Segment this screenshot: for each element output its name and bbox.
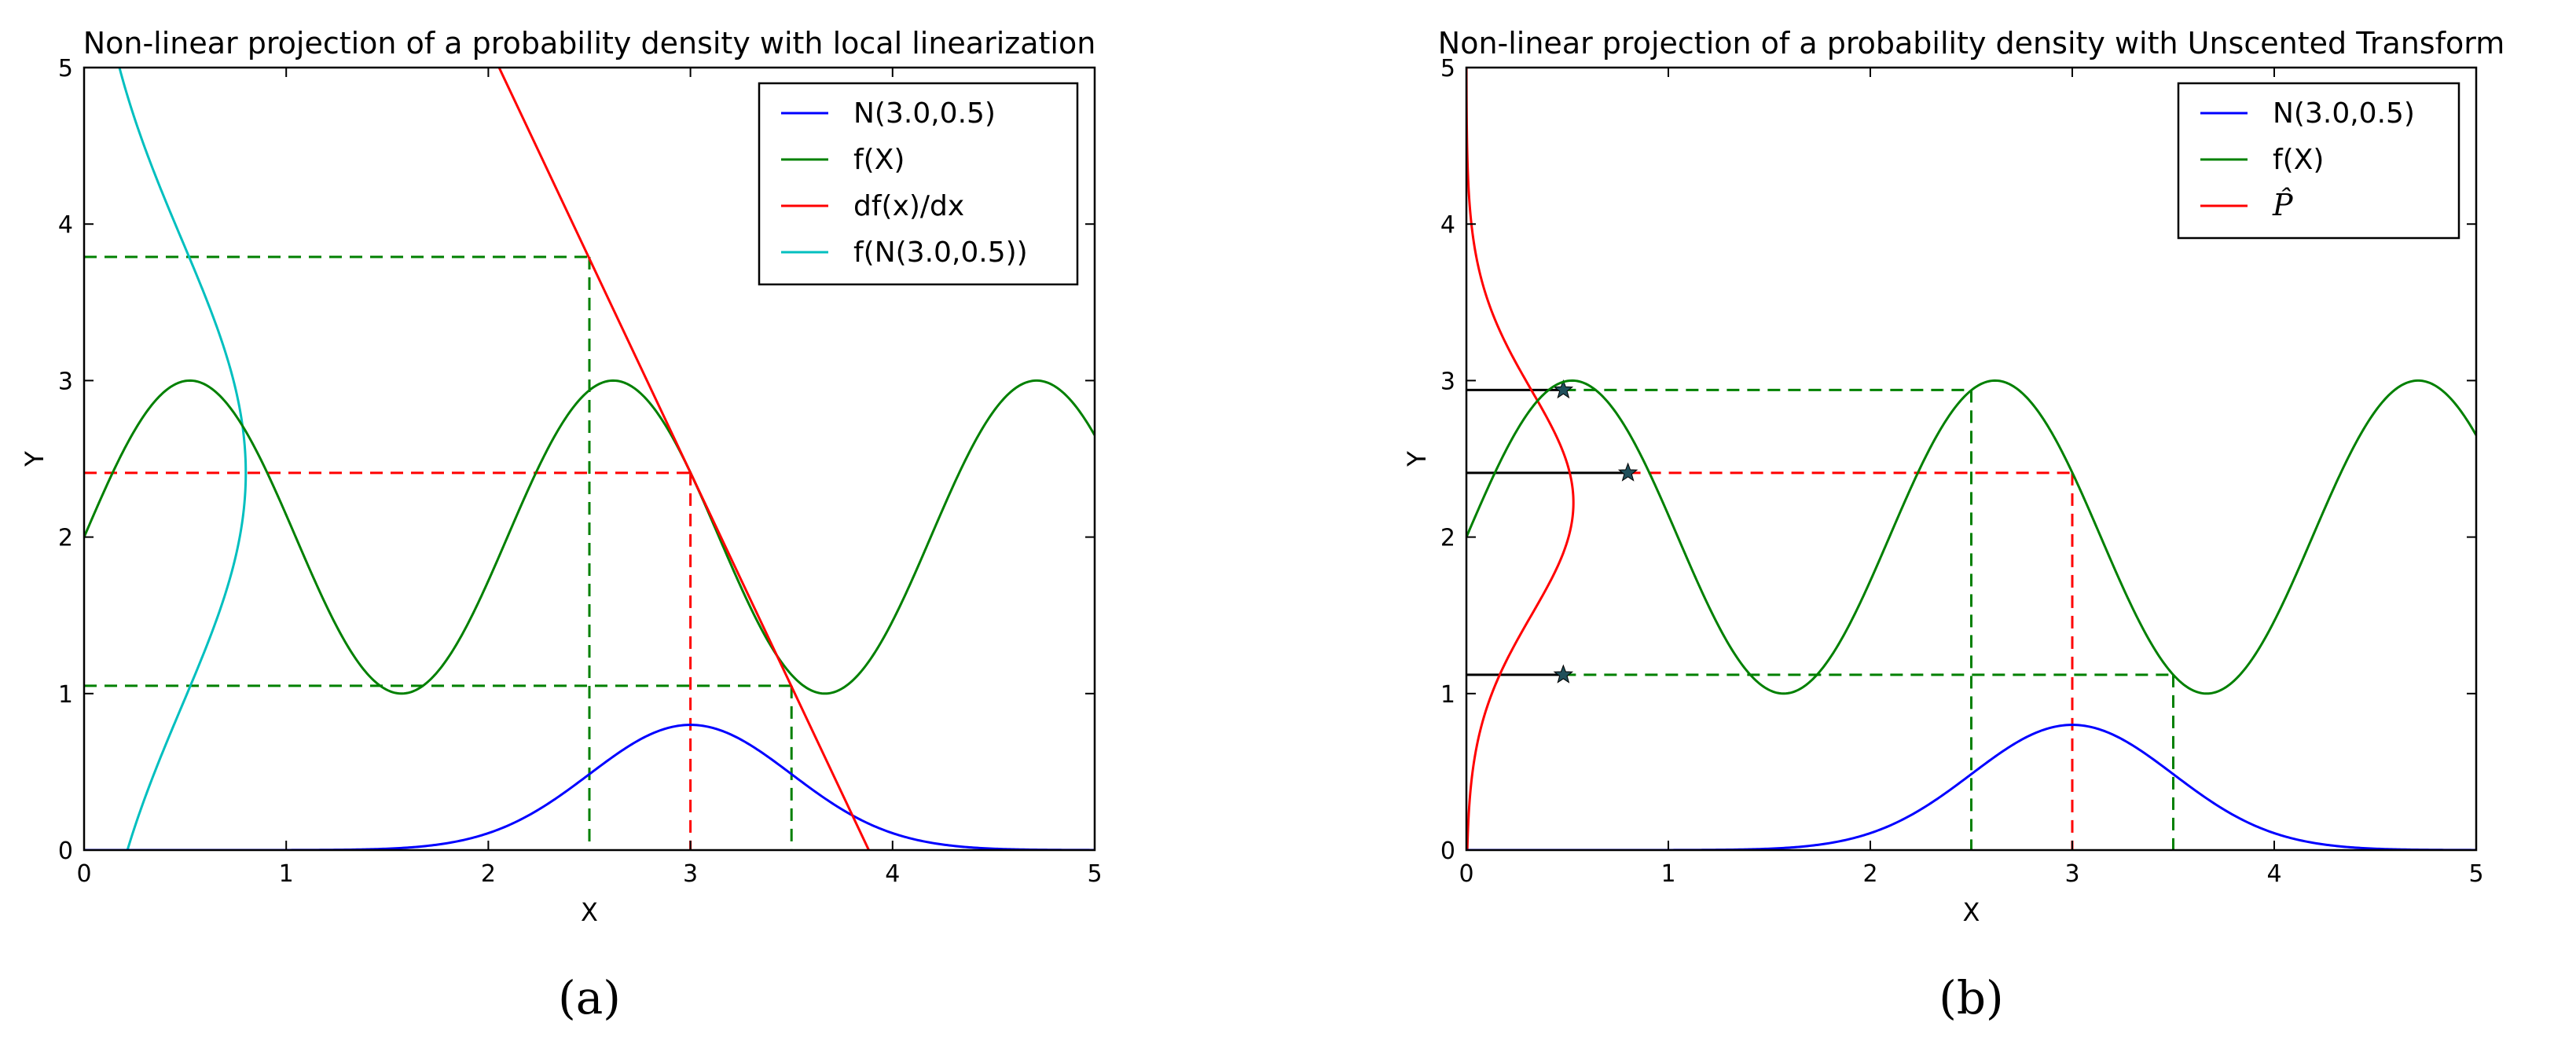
chart-title-b: Non-linear projection of a probability d… bbox=[1438, 26, 2504, 60]
figure-caption-b: (b) bbox=[1939, 971, 2003, 1025]
x-tick-label: 4 bbox=[2266, 860, 2281, 888]
y-tick-label: 3 bbox=[58, 368, 73, 395]
legend-label: N(3.0,0.5) bbox=[853, 97, 996, 130]
x-tick-label: 3 bbox=[683, 860, 698, 888]
x-tick-label: 0 bbox=[1459, 860, 1473, 888]
legend-label: f(X) bbox=[853, 144, 905, 176]
plot-area-a bbox=[84, 68, 1095, 850]
x-tick-label: 2 bbox=[481, 860, 496, 888]
y-tick-label: 4 bbox=[58, 211, 73, 239]
legend-a: N(3.0,0.5) f(X) df(x)/dx f(N(3.0,0.5)) bbox=[758, 82, 1079, 286]
x-axis-label-b: X bbox=[1963, 897, 1980, 927]
y-tick-label: 3 bbox=[1440, 368, 1455, 395]
x-tick-label: 4 bbox=[885, 860, 900, 888]
x-tick-label: 3 bbox=[2064, 860, 2079, 888]
legend-label: df(x)/dx bbox=[853, 190, 964, 222]
y-tick-label: 5 bbox=[58, 55, 73, 82]
legend-b: N(3.0,0.5) f(X) P̂ bbox=[2177, 82, 2460, 240]
chart-title-a: Non-linear projection of a probability d… bbox=[83, 26, 1096, 60]
y-tick-label: 5 bbox=[1440, 55, 1455, 82]
y-axis-label-a: Y bbox=[20, 451, 50, 467]
axes-frame-b bbox=[1465, 66, 2478, 852]
x-tick-label: 1 bbox=[1660, 860, 1675, 888]
series-red-tangent bbox=[497, 68, 871, 850]
x-tick-label: 5 bbox=[1087, 860, 1102, 888]
y-tick-label: 2 bbox=[1440, 525, 1455, 552]
legend-label: P̂ bbox=[2272, 188, 2294, 222]
axes-frame-a bbox=[83, 66, 1096, 852]
y-tick-label: 1 bbox=[58, 681, 73, 709]
x-tick-label: 2 bbox=[1862, 860, 1877, 888]
y-tick-label: 0 bbox=[58, 838, 73, 865]
x-tick-label: 0 bbox=[76, 860, 91, 888]
y-axis-label-b: Y bbox=[1402, 451, 1432, 467]
x-axis-label-a: X bbox=[581, 897, 598, 927]
legend-box bbox=[758, 82, 1079, 286]
x-tick-label: 1 bbox=[279, 860, 294, 888]
y-tick-label: 0 bbox=[1440, 838, 1455, 865]
figure-caption-a: (a) bbox=[558, 971, 621, 1025]
panel-b: Non-linear projection of a probability d… bbox=[1402, 26, 2504, 1025]
sigma-point-marker-3 bbox=[1553, 664, 1574, 684]
legend-label: N(3.0,0.5) bbox=[2273, 97, 2415, 130]
y-tick-label: 2 bbox=[58, 525, 73, 552]
y-tick-label: 1 bbox=[1440, 681, 1455, 709]
y-tick-label: 4 bbox=[1440, 211, 1455, 239]
series-green-fx bbox=[84, 379, 1095, 695]
legend-box bbox=[2177, 82, 2460, 240]
panel-a: Non-linear projection of a probability d… bbox=[20, 26, 1103, 1025]
series-cyan-projected-density bbox=[118, 68, 248, 850]
sigma-point-marker-1 bbox=[1553, 379, 1574, 399]
legend-label: f(X) bbox=[2273, 144, 2324, 176]
sigma-point-marker-2 bbox=[1617, 462, 1638, 482]
series-green-fx bbox=[1466, 379, 2476, 695]
x-tick-label: 5 bbox=[2468, 860, 2483, 888]
legend-label: f(N(3.0,0.5)) bbox=[853, 236, 1028, 269]
